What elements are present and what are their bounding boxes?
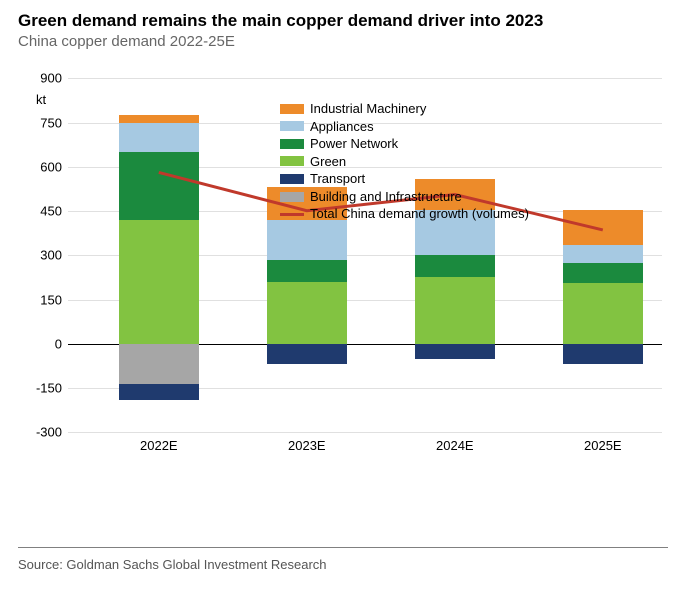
- bar-segment-appliances: [267, 220, 347, 260]
- bar-segment-transport: [267, 344, 347, 365]
- x-axis-label: 2023E: [288, 438, 326, 453]
- y-tick-label: 900: [22, 71, 62, 86]
- bar-segment-building_infra: [119, 344, 199, 384]
- bar-segment-appliances: [119, 123, 199, 153]
- legend-label: Transport: [310, 170, 365, 188]
- legend-swatch: [280, 192, 304, 202]
- bar-segment-power_network: [415, 255, 495, 277]
- legend-label: Industrial Machinery: [310, 100, 426, 118]
- y-tick-label: 300: [22, 248, 62, 263]
- y-tick-label: -300: [22, 425, 62, 440]
- bar-segment-green: [563, 283, 643, 343]
- bar-segment-industrial_machinery: [119, 115, 199, 122]
- bar-group: [563, 78, 643, 432]
- y-tick-label: 150: [22, 292, 62, 307]
- legend-swatch: [280, 121, 304, 131]
- legend-swatch: [280, 139, 304, 149]
- legend-item: Appliances: [280, 118, 529, 136]
- legend-item: Building and Infrastructure: [280, 188, 529, 206]
- legend-swatch: [280, 104, 304, 114]
- y-tick-label: 600: [22, 159, 62, 174]
- bar-segment-power_network: [267, 260, 347, 282]
- bar-segment-industrial_machinery: [563, 210, 643, 245]
- legend-label: Power Network: [310, 135, 398, 153]
- legend-item: Industrial Machinery: [280, 100, 529, 118]
- legend-item: Transport: [280, 170, 529, 188]
- y-tick-label: 750: [22, 115, 62, 130]
- legend-item: Green: [280, 153, 529, 171]
- x-axis-label: 2024E: [436, 438, 474, 453]
- legend-label: Building and Infrastructure: [310, 188, 462, 206]
- bar-segment-power_network: [119, 152, 199, 220]
- bar-group: [119, 78, 199, 432]
- x-axis-label: 2025E: [584, 438, 622, 453]
- chart-subtitle: China copper demand 2022-25E: [18, 33, 668, 50]
- y-axis-unit: kt: [36, 92, 46, 107]
- grid-line: [68, 432, 662, 433]
- bar-segment-transport: [415, 344, 495, 359]
- legend-item: Total China demand growth (volumes): [280, 205, 529, 223]
- legend-line-swatch: [280, 213, 304, 216]
- bar-segment-transport: [119, 384, 199, 400]
- bar-segment-green: [415, 277, 495, 343]
- legend-label: Total China demand growth (volumes): [310, 205, 529, 223]
- legend-swatch: [280, 174, 304, 184]
- bar-segment-power_network: [563, 263, 643, 284]
- bar-segment-green: [119, 220, 199, 344]
- y-tick-label: 0: [22, 336, 62, 351]
- bar-segment-green: [267, 282, 347, 344]
- footer-rule: [18, 547, 668, 548]
- legend-label: Green: [310, 153, 346, 171]
- source-line: Source: Goldman Sachs Global Investment …: [18, 557, 327, 572]
- bar-segment-appliances: [563, 245, 643, 263]
- y-tick-label: -150: [22, 381, 62, 396]
- x-axis-labels: 2022E 2023E 2024E 2025E: [70, 438, 662, 458]
- y-tick-label: 450: [22, 204, 62, 219]
- legend-swatch: [280, 156, 304, 166]
- x-axis-label: 2022E: [140, 438, 178, 453]
- bar-segment-transport: [563, 344, 643, 365]
- legend: Industrial MachineryAppliancesPower Netw…: [280, 100, 529, 223]
- legend-label: Appliances: [310, 118, 374, 136]
- legend-item: Power Network: [280, 135, 529, 153]
- chart-title: Green demand remains the main copper dem…: [18, 10, 668, 31]
